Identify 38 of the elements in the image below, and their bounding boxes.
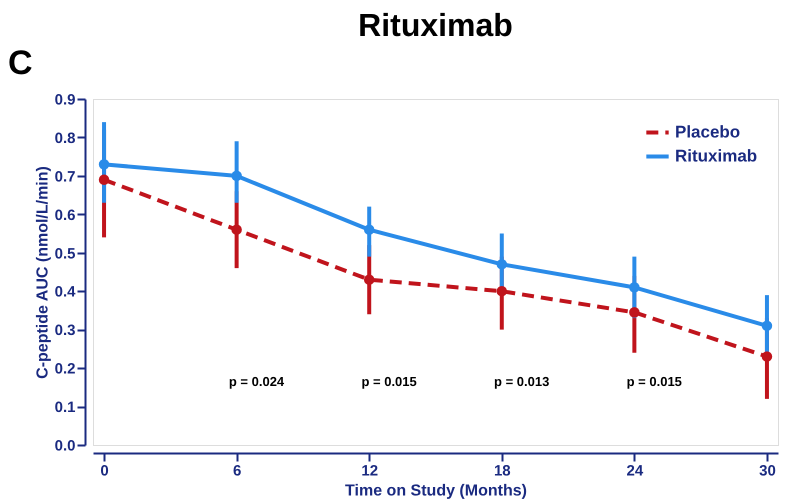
- point: [364, 274, 374, 285]
- y-tick-label: 0.1: [54, 399, 76, 416]
- point: [762, 351, 772, 362]
- point: [762, 320, 772, 332]
- annotation: p = 0.015: [626, 374, 682, 389]
- y-tick-label: 0.7: [54, 168, 76, 186]
- annotation: p = 0.024: [228, 374, 285, 389]
- y-tick-label: 0.0: [54, 438, 76, 454]
- point: [98, 174, 110, 185]
- y-tick-label: 0.2: [54, 360, 76, 378]
- x-tick-label: 30: [759, 462, 776, 480]
- x-tick-label: 12: [361, 462, 378, 480]
- point: [231, 224, 242, 235]
- point: [98, 159, 110, 170]
- point: [364, 224, 374, 235]
- y-tick-label: 0.5: [54, 245, 76, 262]
- x-tick-label: 18: [494, 462, 511, 480]
- x-axis-title: Time on Study (Months): [345, 482, 527, 500]
- point: [496, 286, 508, 296]
- y-tick-label: 0.9: [54, 92, 76, 108]
- annotation: p = 0.015: [361, 374, 417, 389]
- point: [629, 307, 640, 318]
- legend-label: Placebo: [675, 122, 740, 142]
- text: C: [8, 44, 33, 82]
- point: [629, 282, 640, 293]
- y-axis-title: C-peptide AUC (nmol/L/min): [34, 166, 52, 379]
- legend-label: Rituximab: [675, 146, 758, 166]
- x-tick-label: 0: [100, 462, 109, 480]
- chart-title: Rituximab: [358, 7, 513, 43]
- y-tick-label: 0.4: [54, 284, 76, 301]
- annotation: p = 0.013: [494, 374, 550, 389]
- point: [496, 259, 508, 270]
- x-tick-label: 24: [626, 462, 644, 480]
- point: [231, 170, 242, 182]
- x-tick-label: 6: [232, 462, 242, 480]
- y-tick-label: 0.6: [54, 206, 76, 224]
- y-tick-label: 0.3: [54, 322, 76, 340]
- y-tick-label: 0.8: [54, 130, 76, 147]
